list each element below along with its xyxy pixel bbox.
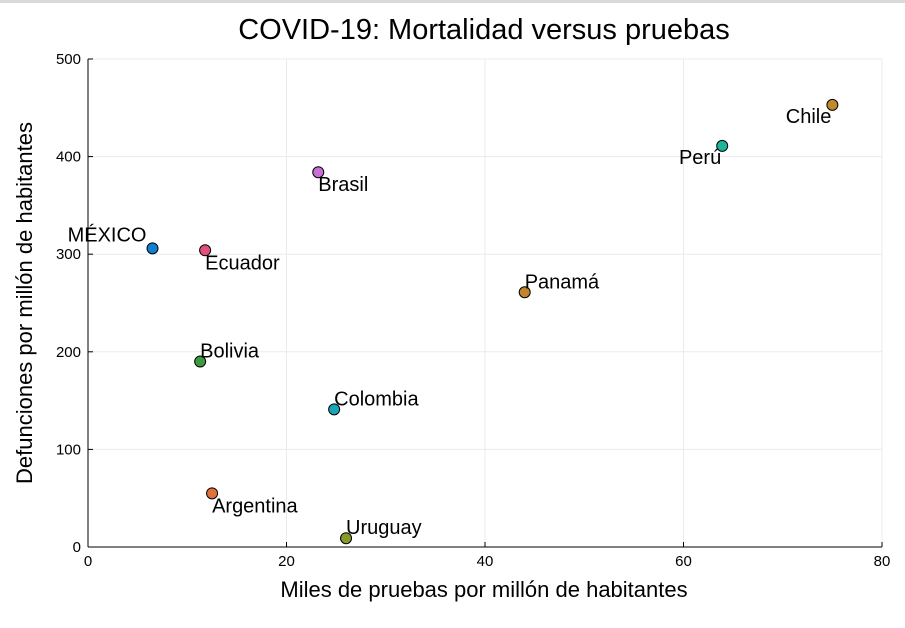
point-label: Perú [679, 147, 721, 169]
x-tick-label: 0 [84, 553, 92, 570]
point-label: Panamá [525, 271, 600, 293]
axes [87, 58, 883, 548]
y-tick-label: 200 [56, 344, 81, 361]
x-tick-labels: 0 20 40 60 80 [84, 553, 891, 570]
data-point [328, 403, 341, 416]
x-tick-label: 20 [278, 553, 295, 570]
point-label: MÉXICO [68, 223, 147, 246]
x-axis-label: Miles de pruebas por millón de habitante… [280, 577, 687, 602]
data-point [146, 242, 159, 255]
y-axis-label: Defunciones por millón de habitantes [12, 122, 37, 484]
point-label: Argentina [212, 495, 298, 517]
point-label: Bolivia [200, 341, 260, 363]
x-tick-label: 60 [675, 553, 692, 570]
point-label: Brasil [318, 174, 368, 196]
y-tick-label: 300 [56, 246, 81, 263]
data-points [146, 98, 839, 545]
chart-title: COVID-19: Mortalidad versus pruebas [238, 14, 730, 46]
y-tick-labels: 0 100 200 300 400 500 [56, 51, 81, 556]
x-tick-label: 40 [477, 553, 494, 570]
point-label: Uruguay [346, 517, 422, 539]
data-point [716, 139, 729, 152]
point-label: Colombia [334, 388, 419, 410]
data-point [199, 244, 212, 257]
x-tick-label: 80 [874, 553, 891, 570]
data-point [518, 286, 531, 299]
y-tick-label: 0 [73, 539, 81, 556]
window-top-border [0, 0, 905, 3]
point-label: Chile [786, 106, 832, 128]
y-tick-label: 400 [56, 149, 81, 166]
point-label: Ecuador [205, 252, 280, 274]
point-labels: MÉXICO Ecuador Brasil Bolivia Colombia Argent… [68, 106, 832, 539]
data-point [826, 98, 839, 111]
grid [88, 58, 883, 547]
y-tick-label: 100 [56, 441, 81, 458]
data-point [206, 487, 219, 500]
data-point [194, 355, 207, 368]
data-point [340, 532, 353, 545]
y-tick-label: 500 [56, 51, 81, 68]
data-point [312, 166, 325, 179]
